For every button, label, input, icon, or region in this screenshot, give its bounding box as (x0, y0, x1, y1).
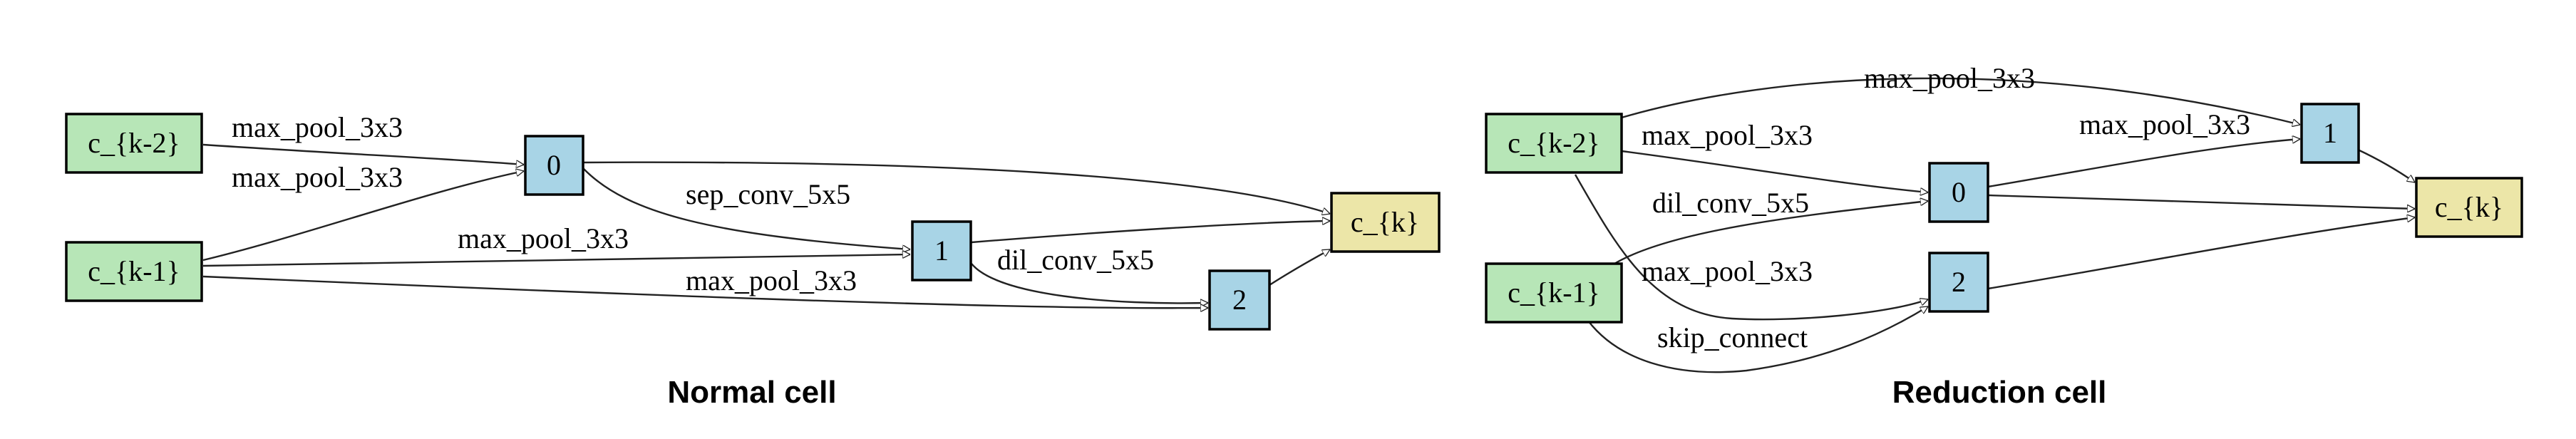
reduction-node-0: 0 (1928, 162, 1989, 223)
svg-text:c_{k-1}: c_{k-1} (1508, 277, 1599, 309)
reduction-edge-label: max_pool_3x3 (1864, 62, 2035, 94)
svg-text:2: 2 (1232, 284, 1247, 316)
reduction-edge-ck1-to-2 (1587, 305, 1928, 373)
svg-text:c_{k-1}: c_{k-1} (88, 255, 180, 287)
normal-cell-caption: Normal cell (667, 375, 836, 410)
normal-edge-label: max_pool_3x3 (458, 222, 629, 254)
svg-text:c_{k-2}: c_{k-2} (1508, 127, 1599, 159)
reduction-node-ck2: c_{k-2} (1485, 113, 1623, 174)
reduction-edge-1-to-ck (2357, 148, 2415, 183)
reduction-edge-0-to-ck (1987, 194, 2415, 209)
normal-edge-label: dil_conv_5x5 (997, 244, 1154, 276)
reduction-edge-label: max_pool_3x3 (1642, 255, 1813, 287)
svg-text:0: 0 (547, 149, 561, 181)
reduction-edge-label: skip_connect (1657, 321, 1808, 353)
reduction-node-ck1: c_{k-1} (1485, 262, 1623, 324)
reduction-cell-caption: Reduction cell (1892, 375, 2107, 410)
reduction-node-1: 1 (2300, 103, 2360, 164)
normal-edge-ck1-to-0 (202, 171, 524, 262)
svg-text:1: 1 (934, 234, 949, 267)
svg-text:c_{k}: c_{k} (1351, 206, 1419, 238)
reduction-edge-ck2-to-2 (1574, 174, 1928, 321)
reduction-edge-0-to-1 (1987, 139, 2300, 188)
svg-text:1: 1 (2323, 117, 2337, 149)
normal-cell: max_pool_3x3 max_pool_3x3 sep_conv_5x5 m… (65, 111, 1441, 410)
normal-edge-2-to-ck (1269, 248, 1330, 286)
reduction-edge-label: max_pool_3x3 (1642, 119, 1813, 151)
reduction-edge-ck1-to-0 (1614, 201, 1928, 265)
reduction-edge-label: dil_conv_5x5 (1652, 187, 1809, 219)
normal-node-ck2: c_{k-2} (65, 113, 203, 174)
normal-edge-label: max_pool_3x3 (232, 111, 403, 143)
normal-edge-label: max_pool_3x3 (686, 264, 857, 296)
normal-edge-0-to-1 (582, 167, 910, 249)
normal-edge-0-to-ck (582, 161, 1330, 214)
reduction-cell: max_pool_3x3 max_pool_3x3 max_pool_3x3 d… (1485, 62, 2523, 410)
reduction-edge-2-to-ck (1987, 217, 2415, 290)
normal-node-2: 2 (1208, 269, 1271, 331)
normal-edge-ck1-to-2 (202, 275, 1208, 308)
normal-edge-1-to-ck (971, 221, 1330, 244)
normal-edge-label: sep_conv_5x5 (686, 178, 850, 210)
normal-edge-label: max_pool_3x3 (232, 161, 403, 193)
normal-edge-1-to-2 (971, 263, 1208, 303)
svg-text:c_{k-2}: c_{k-2} (88, 127, 180, 159)
reduction-node-ck: c_{k} (2415, 177, 2523, 238)
normal-edge-ck2-to-0 (202, 143, 524, 165)
normal-node-ck1: c_{k-1} (65, 241, 203, 302)
normal-node-1: 1 (911, 220, 972, 282)
svg-text:c_{k}: c_{k} (2435, 191, 2503, 223)
reduction-edge-ck2-to-0 (1621, 150, 1928, 192)
svg-text:2: 2 (1952, 266, 1966, 298)
normal-node-0: 0 (524, 135, 584, 196)
svg-text:0: 0 (1952, 176, 1966, 208)
normal-node-ck: c_{k} (1330, 192, 1441, 253)
reduction-node-2: 2 (1928, 252, 1989, 313)
reduction-edge-label: max_pool_3x3 (2079, 108, 2250, 140)
reduction-edge-ck2-to-1 (1621, 77, 2300, 125)
